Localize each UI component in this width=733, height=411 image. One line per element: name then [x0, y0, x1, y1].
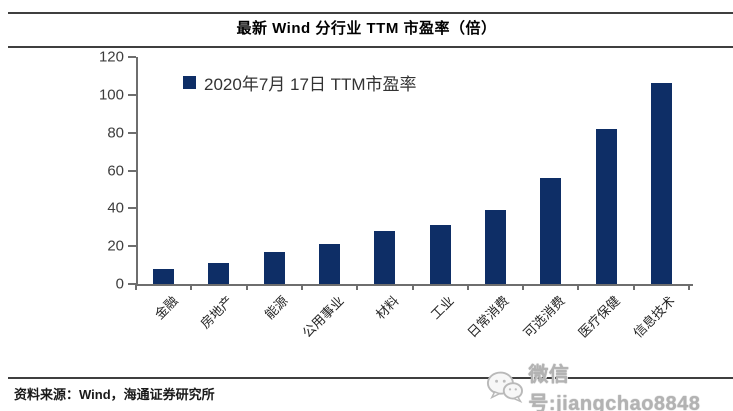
x-tick-mark — [411, 284, 414, 290]
wechat-watermark: 微信号:jiangchao8848 — [486, 358, 733, 411]
chart-title: 最新 Wind 分行业 TTM 市盈率（倍） — [236, 20, 497, 37]
y-tick-mark — [128, 93, 136, 96]
y-tick-mark — [128, 207, 136, 210]
y-tick-mark — [128, 283, 136, 285]
x-tick-mark — [245, 284, 248, 290]
y-tick-label: 80 — [107, 124, 124, 142]
y-tick-mark — [128, 245, 136, 248]
y-tick-mark — [128, 131, 136, 134]
y-tick-label: 40 — [107, 199, 124, 217]
chart-legend: 2020年7月 17日 TTM市盈率 — [183, 70, 417, 95]
bar-日常消费 — [484, 210, 506, 284]
y-axis-line — [136, 57, 138, 284]
bar-可选消费 — [540, 178, 562, 284]
x-tick-mark — [577, 284, 580, 290]
bar-金融 — [153, 268, 175, 284]
wechat-icon — [486, 371, 523, 403]
bar-公用事业 — [319, 244, 341, 284]
y-tick-label: 60 — [107, 162, 124, 179]
x-tick-mark — [466, 284, 469, 290]
title-divider-line — [8, 46, 733, 48]
top-border-line — [8, 12, 733, 14]
wechat-id-label: 微信号:jiangchao8848 — [528, 364, 701, 411]
x-tick-mark — [522, 284, 525, 290]
bar-信息技术 — [650, 83, 672, 284]
bar-医疗保健 — [595, 128, 617, 284]
source-note: 资料来源：Wind，海通证券研究所 — [14, 387, 215, 402]
x-tick-mark — [190, 284, 193, 290]
y-tick-label: 120 — [98, 48, 124, 66]
bar-工业 — [429, 225, 451, 284]
x-tick-mark — [356, 284, 359, 290]
bar-房地产 — [208, 263, 230, 284]
bottom-border-line — [8, 377, 733, 379]
legend-label: 2020年7月 17日 TTM市盈率 — [204, 75, 417, 94]
y-tick-mark — [128, 169, 136, 172]
x-tick-mark — [135, 284, 137, 290]
bar-能源 — [263, 251, 285, 284]
y-tick-mark — [128, 56, 136, 58]
x-axis-line — [136, 284, 693, 286]
x-tick-mark — [300, 284, 303, 290]
x-tick-mark — [632, 284, 635, 290]
y-tick-label: 100 — [98, 86, 124, 104]
legend-swatch-icon — [183, 76, 196, 89]
bar-材料 — [374, 231, 396, 284]
y-tick-label: 20 — [107, 237, 124, 255]
x-tick-mark — [688, 284, 690, 290]
y-tick-label: 0 — [115, 275, 124, 293]
